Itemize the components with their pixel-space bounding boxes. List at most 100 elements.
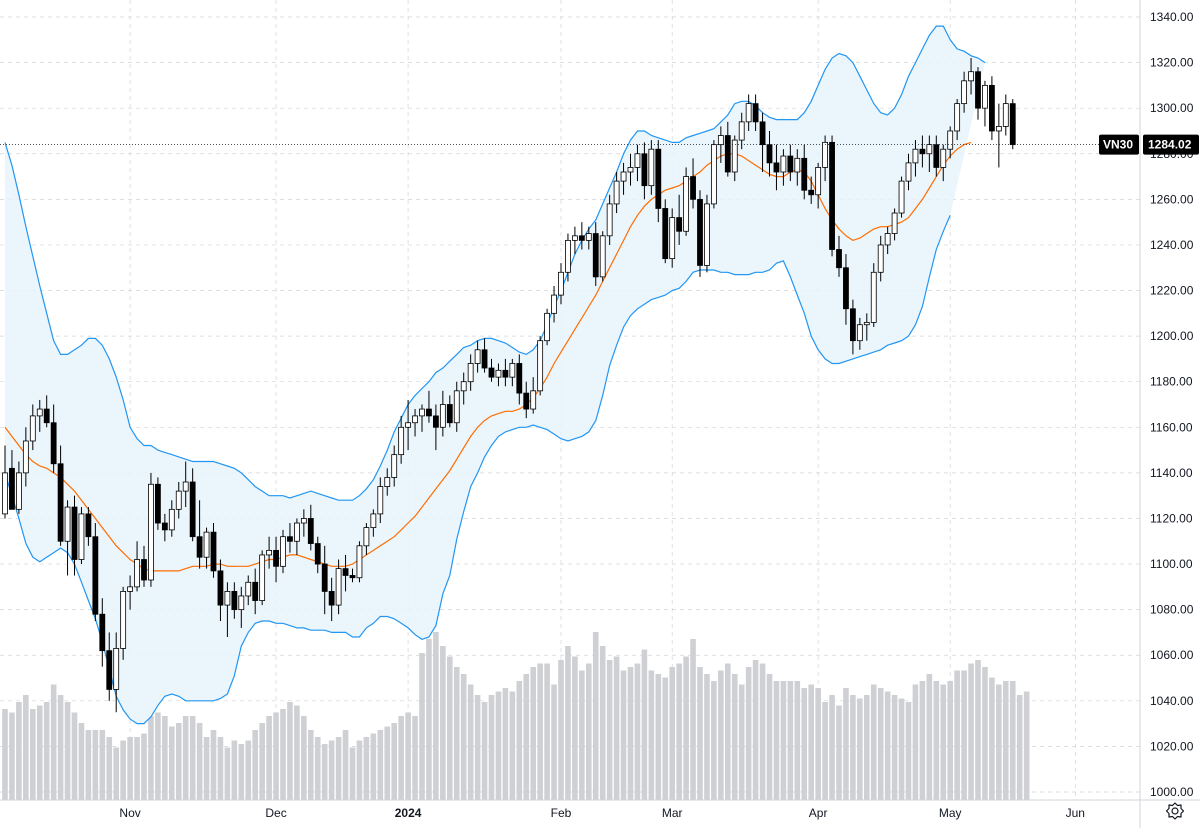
candle-body xyxy=(321,563,328,592)
volume-bar xyxy=(238,744,245,800)
candle-body xyxy=(168,508,175,531)
volume-bar xyxy=(648,670,655,800)
volume-bar xyxy=(106,737,113,800)
candle xyxy=(217,559,224,622)
volume-bar xyxy=(857,698,863,800)
volume-bar xyxy=(308,730,314,800)
y-tick-label: 1300.00 xyxy=(1150,101,1194,115)
volume-bar xyxy=(1003,681,1009,800)
volume-bar xyxy=(850,695,856,800)
candle xyxy=(113,632,120,713)
candle xyxy=(773,144,780,191)
volume-bar xyxy=(627,667,634,800)
candle-body xyxy=(933,144,940,168)
candle-body xyxy=(711,144,717,205)
volume-bar xyxy=(745,667,752,800)
x-tick-label: Jun xyxy=(1066,806,1085,820)
candle-body xyxy=(641,153,648,187)
candle-body xyxy=(2,472,8,515)
candle-body xyxy=(752,103,759,123)
candle xyxy=(877,235,884,282)
volume-bar xyxy=(884,691,891,800)
candle xyxy=(982,80,988,127)
volume-bar xyxy=(9,712,15,800)
candle xyxy=(231,582,238,619)
candle-body xyxy=(850,308,856,342)
volume-bar xyxy=(725,663,731,800)
volume-bar xyxy=(877,688,884,800)
candle-body xyxy=(634,153,641,168)
volume-bar xyxy=(579,670,585,800)
candle xyxy=(745,94,752,131)
volume-bar xyxy=(203,737,210,800)
candle xyxy=(697,190,703,277)
candle-body xyxy=(356,545,363,579)
volume-bar xyxy=(231,740,238,800)
volume-bar xyxy=(766,674,773,800)
candle-body xyxy=(29,415,36,442)
volume-bar xyxy=(919,681,926,800)
candle xyxy=(384,468,391,496)
candle-body xyxy=(419,408,425,417)
candle xyxy=(578,222,585,250)
candle xyxy=(856,317,863,350)
volume-bar xyxy=(349,747,356,800)
candle-body xyxy=(926,144,933,155)
volume-bar xyxy=(982,667,988,800)
candle-body xyxy=(877,244,884,273)
volume-bar xyxy=(620,670,627,800)
candle-body xyxy=(523,392,530,410)
candle-body xyxy=(995,126,1002,132)
candle xyxy=(321,545,328,615)
candle-body xyxy=(300,518,307,524)
candle xyxy=(954,99,961,141)
volume-bar xyxy=(182,716,189,800)
volume-bar xyxy=(738,684,745,800)
band-fill xyxy=(5,26,985,724)
candle xyxy=(134,541,140,592)
candle xyxy=(975,67,981,120)
volume-bar xyxy=(690,639,696,800)
candle-body xyxy=(919,148,926,155)
candle-body xyxy=(9,467,15,510)
candle-body xyxy=(585,233,592,241)
time-axis[interactable]: Nov Dec 2024 Feb Mar Apr May Jun xyxy=(119,806,1085,820)
candle-body xyxy=(822,141,828,168)
volume-bar xyxy=(523,674,530,800)
candle-body xyxy=(843,267,849,310)
volume-bar xyxy=(891,695,898,800)
candle xyxy=(300,509,307,537)
volume-bar xyxy=(447,656,453,800)
candle xyxy=(801,144,808,200)
candle-body xyxy=(599,235,606,278)
candle-body xyxy=(453,390,460,424)
candle xyxy=(127,575,133,610)
candle-body xyxy=(446,404,453,424)
candle xyxy=(342,554,349,592)
y-tick-label: 1260.00 xyxy=(1150,192,1194,206)
volume-bar xyxy=(794,681,801,800)
candle-body xyxy=(349,575,356,579)
candle-body xyxy=(141,559,147,581)
volume-bar xyxy=(565,646,571,800)
candle xyxy=(412,409,418,437)
volume-bar xyxy=(287,702,293,800)
candle-body xyxy=(203,531,210,558)
volume-bar xyxy=(669,667,675,800)
candle-body xyxy=(335,568,342,606)
candle-body xyxy=(384,477,391,487)
volume-bar xyxy=(148,716,154,800)
candle-body xyxy=(293,522,300,542)
candle xyxy=(57,445,64,546)
volume-bar xyxy=(481,702,488,800)
settings-button[interactable] xyxy=(1164,800,1186,822)
volume-bar xyxy=(683,656,689,800)
candle xyxy=(141,545,147,587)
candle xyxy=(794,149,801,186)
y-tick-label: 1100.00 xyxy=(1150,557,1193,571)
candle-body xyxy=(488,367,495,378)
candle-body xyxy=(127,586,133,592)
candle-body xyxy=(697,198,703,266)
volume-bar xyxy=(488,695,495,800)
